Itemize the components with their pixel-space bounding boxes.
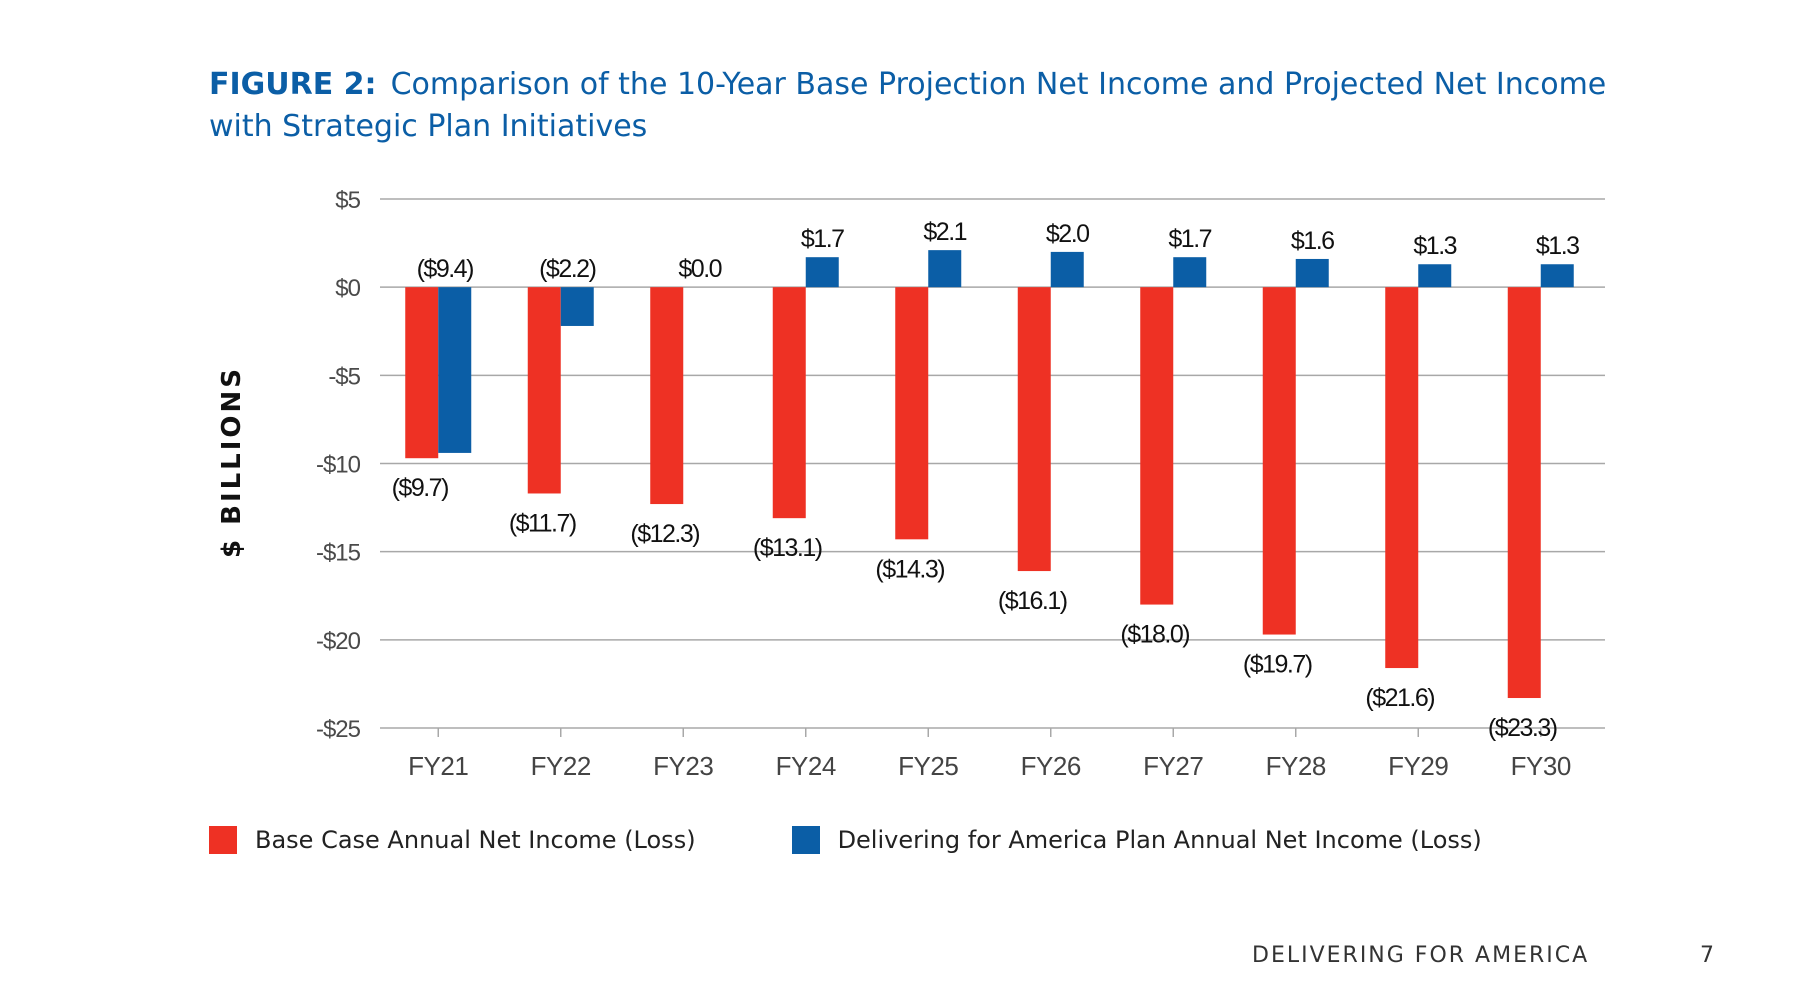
y-axis-title: $ BILLIONS xyxy=(217,366,247,558)
x-tick-label: FY29 xyxy=(1388,751,1448,781)
footer-text: DELIVERING FOR AMERICA xyxy=(1252,943,1590,968)
legend-swatch-base xyxy=(209,826,237,854)
x-tick-label: FY30 xyxy=(1511,751,1571,781)
bar-chart: $5 $0 -$5 -$10 -$15 -$20 -$25 $ BILLIONS FY21 ($9… xyxy=(217,187,1605,781)
data-label-base: ($23.3) xyxy=(1488,714,1557,742)
data-label-plan: ($9.4) xyxy=(417,255,473,283)
figure-title-text: Comparison of the 10-Year Base Projectio… xyxy=(209,67,1607,144)
y-tick-label: $5 xyxy=(335,187,360,214)
data-label-plan: $1.7 xyxy=(801,225,844,253)
x-tick-label: FY24 xyxy=(776,751,836,781)
x-tick-label: FY26 xyxy=(1021,751,1081,781)
data-label-plan: $1.6 xyxy=(1291,227,1334,255)
bar-plan xyxy=(1295,258,1329,288)
bar-plan xyxy=(1173,257,1207,288)
y-tick-label: -$15 xyxy=(316,540,361,567)
bar-plan xyxy=(928,250,962,288)
data-label-plan: $1.3 xyxy=(1536,232,1579,260)
figure-label: FIGURE 2: xyxy=(209,67,377,102)
y-tick-label: -$5 xyxy=(328,363,360,390)
data-label-plan: $1.7 xyxy=(1168,225,1211,253)
data-label-base: ($13.1) xyxy=(753,534,822,562)
bar-base xyxy=(1017,287,1051,572)
y-tick-label: -$10 xyxy=(316,452,361,479)
bar-base xyxy=(1140,287,1174,605)
x-tick-label: FY27 xyxy=(1143,751,1203,781)
bar-base xyxy=(1385,287,1419,669)
data-label-plan: $2.0 xyxy=(1046,220,1089,248)
legend-item-base: Base Case Annual Net Income (Loss) xyxy=(209,826,696,854)
bar-plan xyxy=(1050,251,1084,288)
legend: Base Case Annual Net Income (Loss) Deliv… xyxy=(209,826,1578,854)
y-tick-label: -$25 xyxy=(316,716,361,743)
y-tick-label: -$20 xyxy=(316,628,361,655)
bar-plan xyxy=(1418,264,1452,288)
data-label-base: ($9.7) xyxy=(392,474,448,502)
x-tick-label: FY23 xyxy=(653,751,713,781)
legend-item-plan: Delivering for America Plan Annual Net I… xyxy=(791,826,1482,854)
data-label-base: ($12.3) xyxy=(630,520,699,548)
bar-base xyxy=(895,287,929,540)
data-label-base: ($18.0) xyxy=(1120,621,1189,649)
page-number: 7 xyxy=(1700,943,1714,968)
bar-base xyxy=(772,287,806,519)
bar-plan xyxy=(1540,264,1574,288)
data-label-plan: $1.3 xyxy=(1413,232,1456,260)
bar-plan xyxy=(805,257,839,288)
data-label-base: ($21.6) xyxy=(1365,684,1434,712)
bar-plan xyxy=(438,287,472,453)
x-tick-label: FY25 xyxy=(898,751,958,781)
chart-title: FIGURE 2: Comparison of the 10-Year Base … xyxy=(209,64,1659,148)
y-tick-label: $0 xyxy=(335,275,360,302)
legend-swatch-plan xyxy=(791,826,820,854)
bar-base xyxy=(1262,287,1296,635)
bar-base xyxy=(1507,287,1541,699)
data-label-base: ($11.7) xyxy=(509,509,576,537)
data-label-plan: $0.0 xyxy=(678,255,721,283)
x-tick-label: FY28 xyxy=(1266,751,1326,781)
bar-base xyxy=(650,287,684,505)
bar-base xyxy=(405,287,439,459)
data-label-base: ($16.1) xyxy=(998,587,1067,615)
data-label-base: ($19.7) xyxy=(1243,651,1312,679)
legend-label-plan: Delivering for America Plan Annual Net I… xyxy=(837,826,1482,854)
legend-label-base: Base Case Annual Net Income (Loss) xyxy=(255,826,696,854)
bar-base xyxy=(527,287,561,494)
data-label-plan: $2.1 xyxy=(923,218,966,246)
data-label-plan: ($2.2) xyxy=(539,255,595,283)
data-label-base: ($14.3) xyxy=(875,555,944,583)
x-tick-label: FY21 xyxy=(408,751,468,781)
x-tick-label: FY22 xyxy=(531,751,591,781)
bar-plan xyxy=(560,287,594,326)
